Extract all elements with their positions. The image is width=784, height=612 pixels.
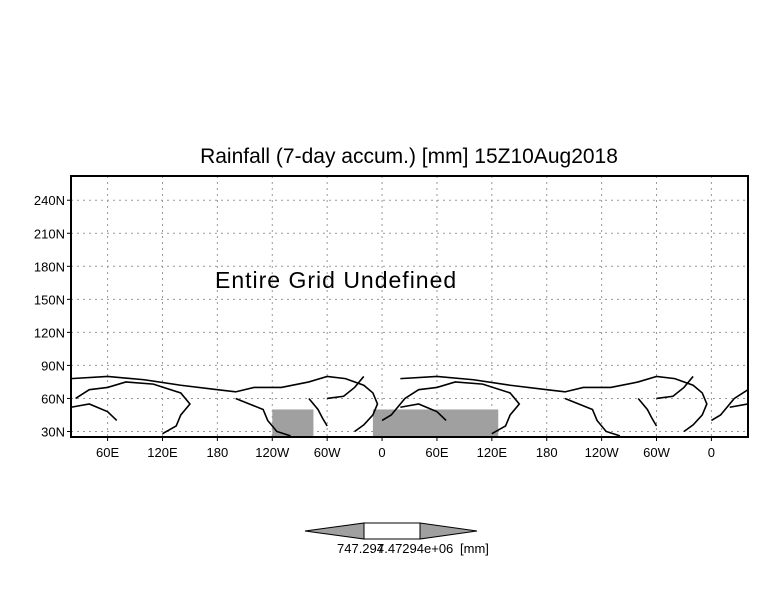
coastline [400, 403, 447, 422]
colorbar: 747.294 7.47294e+06 [mm] [304, 522, 489, 556]
y-tick-label: 150N [34, 292, 65, 307]
colorbar-low-triangle [304, 522, 365, 540]
colorbar-label-high: 7.47294e+06 [377, 541, 453, 556]
grid-lines [71, 176, 748, 437]
coastline [327, 375, 365, 400]
shaded-region-europe-asia [372, 409, 499, 437]
x-tick-label: 120E [477, 445, 508, 460]
y-tick-label: 240N [34, 193, 65, 208]
x-axis-ticks: 60E 120E 180 120W 60W 0 60E 120E 180 120W 60W 0 [96, 437, 715, 460]
coastline [70, 375, 379, 433]
coastline [70, 403, 118, 422]
x-tick-label: 120W [255, 445, 290, 460]
y-tick-label: 210N [34, 226, 65, 241]
x-tick-label: 60E [96, 445, 119, 460]
coastline [381, 381, 521, 435]
y-tick-label: 120N [34, 325, 65, 340]
coastline [637, 397, 658, 427]
coastline [235, 397, 291, 437]
x-tick-label: 120W [585, 445, 620, 460]
colorbar-high-triangle [419, 522, 478, 540]
undefined-annotation: Entire Grid Undefined [215, 267, 457, 293]
x-tick-label: 60W [314, 445, 341, 460]
x-tick-label: 180 [207, 445, 229, 460]
y-tick-label: 90N [41, 358, 65, 373]
coastline [710, 388, 749, 422]
colorbar-mid-box [363, 522, 421, 540]
coastline [75, 381, 191, 435]
shaded-region-north-america [272, 409, 314, 437]
x-tick-label: 120E [147, 445, 178, 460]
coastline [308, 397, 328, 427]
y-tick-label: 60N [41, 391, 65, 406]
x-tick-label: 0 [378, 445, 385, 460]
x-tick-label: 180 [536, 445, 558, 460]
colorbar-label-low: 747.294 [337, 541, 384, 556]
coastline [400, 375, 708, 433]
coastline [564, 397, 621, 437]
y-axis-ticks: 30N 60N 90N 120N 150N 180N 210N 240N [34, 193, 71, 439]
chart-title: Rainfall (7-day accum.) [mm] 15Z10Aug201… [200, 145, 618, 168]
x-tick-label: 60W [643, 445, 670, 460]
x-tick-label: 60E [425, 445, 448, 460]
y-tick-label: 180N [34, 259, 65, 274]
y-tick-label: 30N [41, 424, 65, 439]
colorbar-units: [mm] [460, 541, 489, 556]
plot-frame [70, 175, 749, 438]
x-tick-label: 0 [708, 445, 715, 460]
coastline [729, 403, 749, 409]
coastline [656, 375, 694, 400]
coastlines-map [70, 375, 749, 437]
